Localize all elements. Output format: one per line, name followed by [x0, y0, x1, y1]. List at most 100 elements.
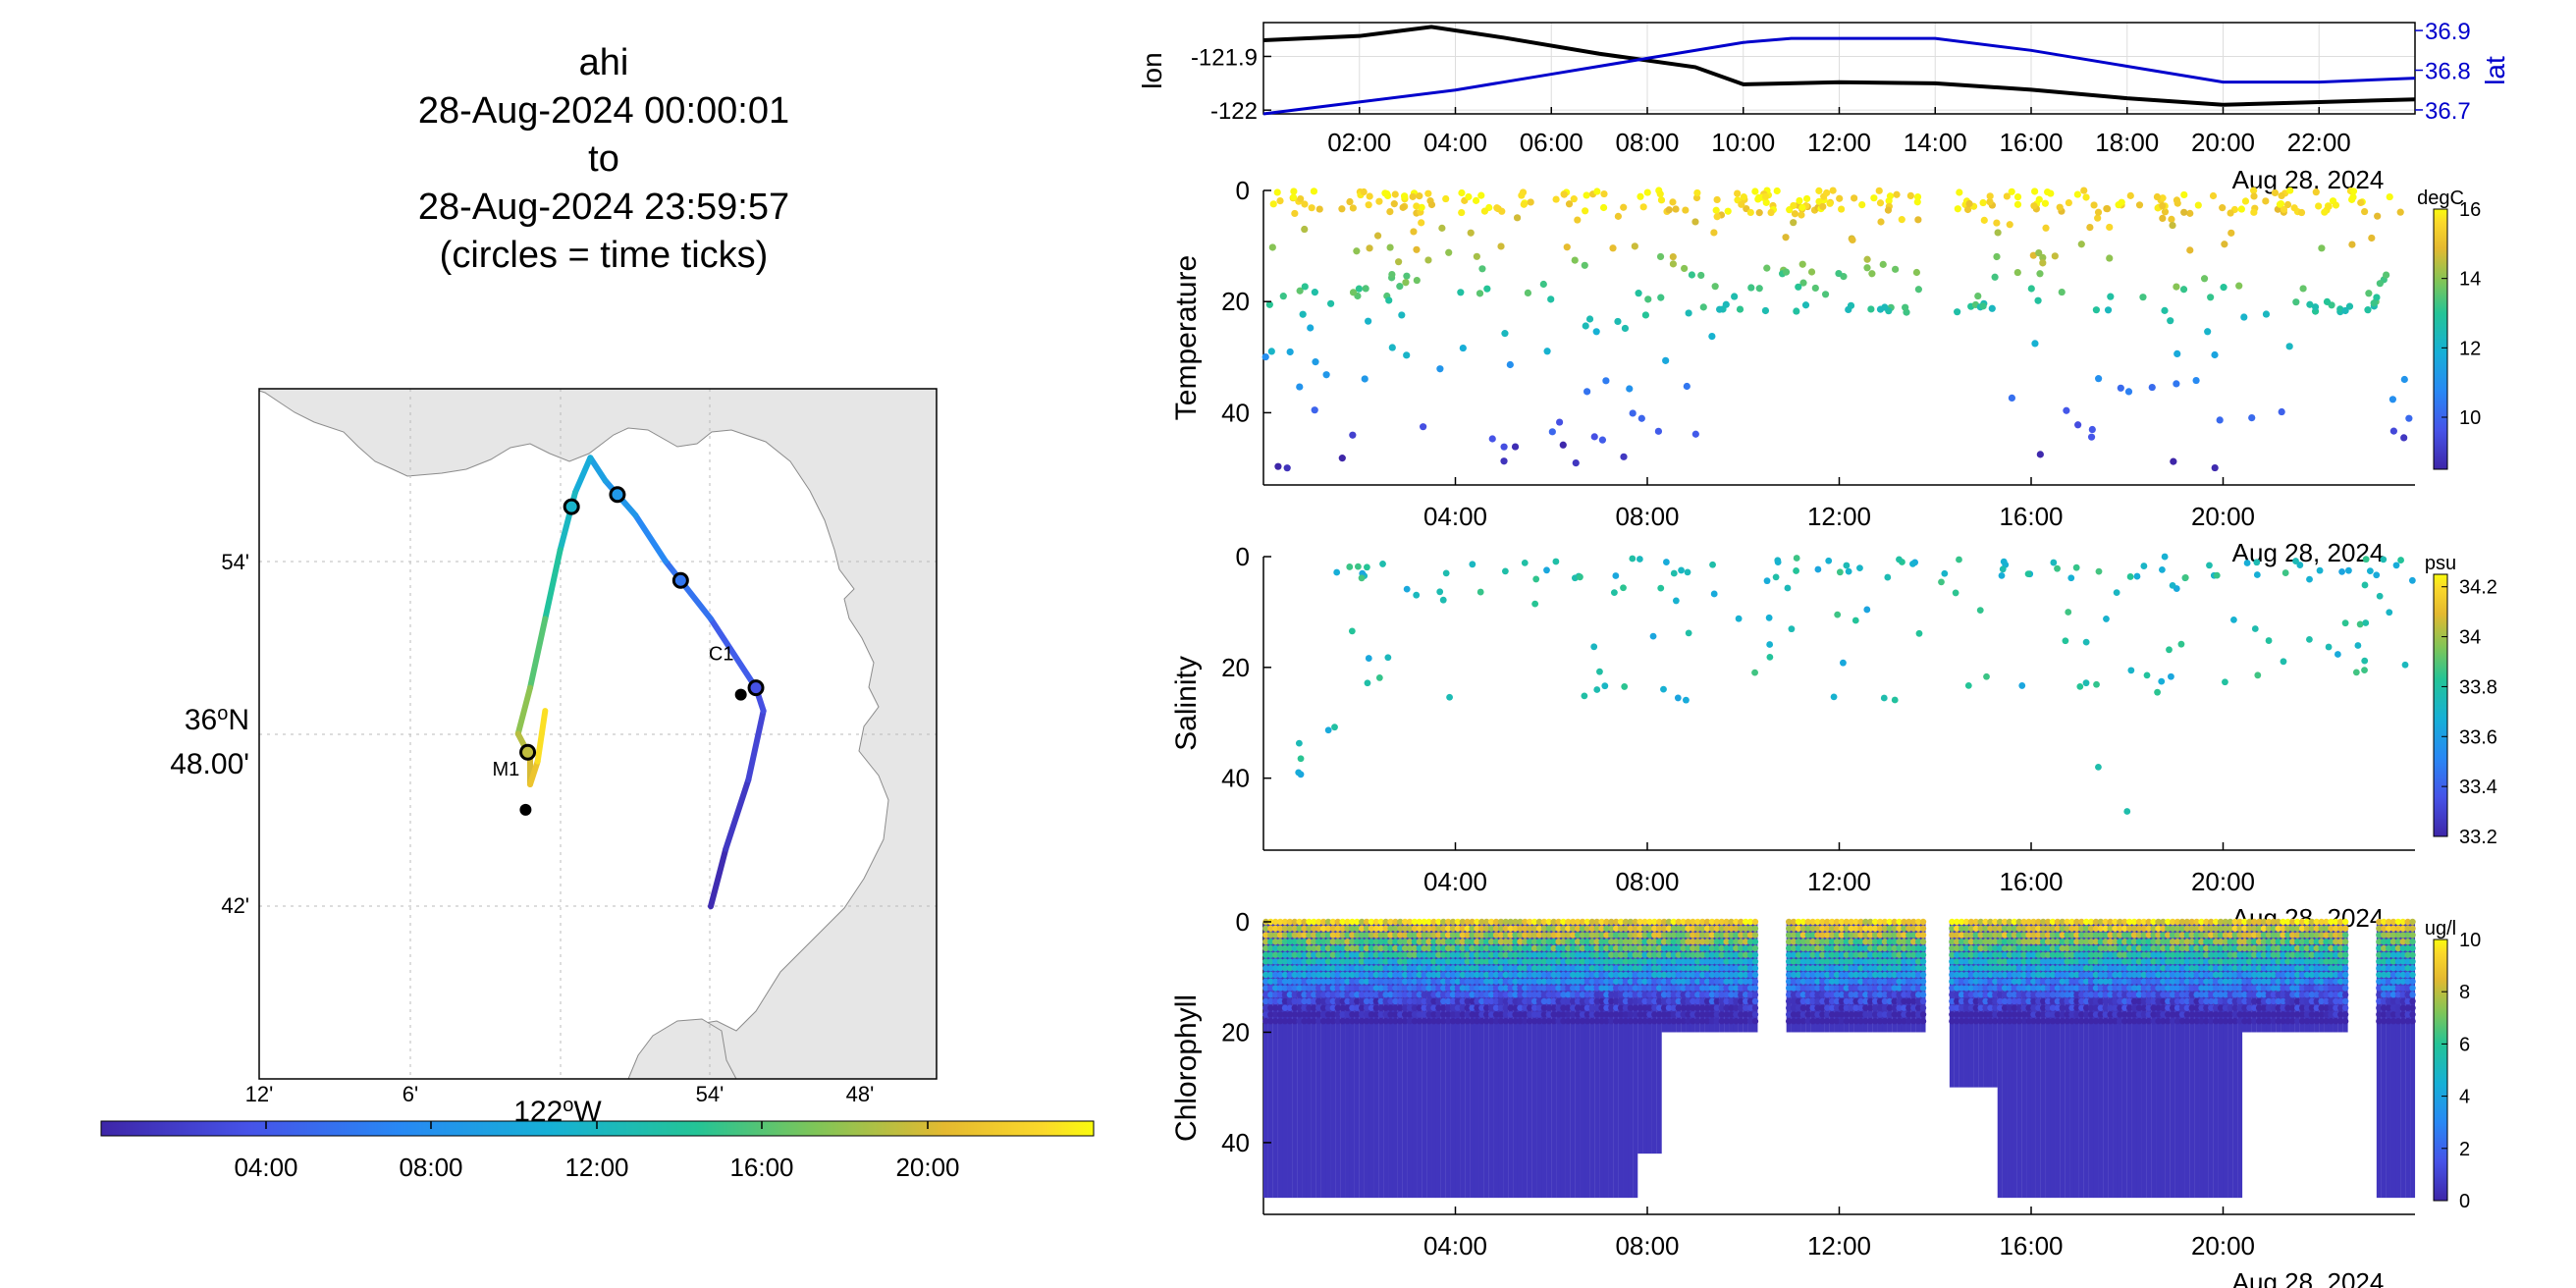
- chlorophyll-point: [1512, 978, 1519, 985]
- chlorophyll-point: [1262, 951, 1269, 958]
- chlorophyll-point: [2341, 925, 2349, 932]
- chlorophyll-point: [2198, 918, 2205, 926]
- chlorophyll-point: [1641, 997, 1648, 1005]
- chlorophyll-point: [1387, 978, 1394, 985]
- chlorophyll-point: [1824, 1004, 1831, 1011]
- chlorophyll-point: [1862, 944, 1869, 952]
- chlorophyll-point: [2054, 997, 2062, 1005]
- chlorophyll-point: [1954, 971, 1960, 979]
- chlorophyll-point: [1733, 1004, 1740, 1011]
- chlorophyll-point: [1746, 1004, 1754, 1011]
- chlorophyll-point: [2020, 1004, 2027, 1011]
- chlorophyll-point: [1598, 925, 1605, 932]
- chlorophyll-point: [1502, 1011, 1510, 1018]
- chlorophyll-point: [1464, 1004, 1471, 1011]
- temperature-point: [2283, 200, 2292, 209]
- chlorophyll-point: [2107, 971, 2114, 979]
- chlorophyll-point: [2409, 985, 2416, 992]
- chlorophyll-point: [1344, 939, 1351, 945]
- temperature-point: [1713, 213, 1721, 221]
- chlorophyll-point: [2333, 1004, 2339, 1011]
- chlorophyll-point: [2025, 958, 2032, 965]
- salinity-point: [2352, 669, 2360, 676]
- chlorophyll-point: [1680, 978, 1687, 985]
- chlorophyll-point: [2059, 925, 2066, 932]
- chlorophyll-point: [2255, 1004, 2263, 1011]
- chlorophyll-point: [1699, 985, 1706, 992]
- chlorophyll-point: [1603, 978, 1610, 985]
- chlorophyll-point: [2294, 944, 2301, 952]
- chlorophyll-point: [2130, 978, 2138, 985]
- chlorophyll-point: [1881, 1018, 1889, 1025]
- salinity-point: [1365, 655, 1372, 662]
- chlorophyll-point: [1843, 939, 1851, 945]
- chlorophyll-point: [1454, 978, 1462, 985]
- chlorophyll-point: [1459, 1004, 1467, 1011]
- chlorophyll-point: [2169, 1004, 2176, 1011]
- chlorophyll-point: [1733, 992, 1740, 998]
- temperature-point: [1473, 252, 1480, 260]
- chlorophyll-point: [1416, 925, 1423, 932]
- chlorophyll-point: [2303, 985, 2311, 992]
- chlorophyll-point: [2087, 992, 2095, 998]
- chlorophyll-point: [2394, 965, 2402, 972]
- chlorophyll-point: [2025, 1011, 2032, 1018]
- chlorophyll-point: [1487, 918, 1495, 926]
- chlorophyll-point: [1867, 1011, 1874, 1018]
- chlorophyll-point: [1411, 958, 1419, 965]
- chlorophyll-point: [2165, 925, 2172, 932]
- chlorophyll-point: [1527, 997, 1533, 1005]
- chlorophyll-point: [1785, 971, 1793, 979]
- chlorophyll-point: [1527, 932, 1533, 939]
- chlorophyll-point: [1444, 1011, 1452, 1018]
- chlorophyll-point: [1354, 951, 1361, 958]
- temperature-point: [1338, 205, 1346, 213]
- chlorophyll-point: [1319, 978, 1327, 985]
- temperature-point: [2030, 202, 2038, 210]
- chlorophyll-point: [1848, 978, 1854, 985]
- temperature-point: [1403, 272, 1411, 280]
- chlorophyll-point: [2121, 997, 2128, 1005]
- temperature-point: [1657, 196, 1666, 204]
- chlorophyll-point: [1387, 932, 1394, 939]
- chlorophyll-point: [1703, 997, 1711, 1005]
- temperature-point: [2104, 306, 2113, 314]
- chlorophyll-point: [1474, 997, 1480, 1005]
- chlorophyll-point: [2015, 925, 2022, 932]
- chlorophyll-point: [1919, 971, 1927, 979]
- track-segment: [534, 708, 549, 765]
- chlorophyll-point: [1746, 971, 1754, 979]
- chlorophyll-point: [1440, 985, 1447, 992]
- chlorophyll-point: [1703, 978, 1711, 985]
- temperature-point: [2312, 188, 2320, 196]
- chlorophyll-point: [1368, 971, 1375, 979]
- temperature-point: [1436, 365, 1444, 373]
- chlorophyll-point: [1411, 971, 1419, 979]
- chlorophyll-point: [2117, 939, 2123, 945]
- chlorophyll-point: [2337, 958, 2344, 965]
- salinity-point: [2338, 567, 2345, 575]
- chlorophyll-point: [1962, 939, 1970, 945]
- chlorophyll-point: [1497, 1011, 1505, 1018]
- chlorophyll-point: [2073, 932, 2080, 939]
- chlorophyll-point: [2044, 958, 2052, 965]
- chlorophyll-point: [1886, 992, 1894, 998]
- chlorophyll-point: [2241, 1011, 2248, 1018]
- chlorophyll-point: [2020, 971, 2027, 979]
- chlorophyll-point: [1291, 1011, 1298, 1018]
- lonlat-x-tick-label: 12:00: [1807, 128, 1871, 157]
- temperature-point: [2031, 340, 2039, 348]
- chlorophyll-point: [1550, 951, 1557, 958]
- chlorophyll-point: [1517, 944, 1524, 952]
- chlorophyll-point: [1867, 992, 1874, 998]
- temperature-point: [1790, 219, 1798, 227]
- chlorophyll-point: [1276, 1011, 1284, 1018]
- salinity-point: [1834, 611, 1842, 618]
- salinity-point: [2306, 575, 2313, 583]
- chlorophyll-point: [2313, 1018, 2321, 1025]
- chlorophyll-point: [2015, 992, 2022, 998]
- chlorophyll-point: [1972, 932, 1979, 939]
- chlorophyll-point: [1570, 925, 1577, 932]
- chlorophyll-point: [2145, 997, 2152, 1005]
- chlorophyll-point: [1540, 1011, 1548, 1018]
